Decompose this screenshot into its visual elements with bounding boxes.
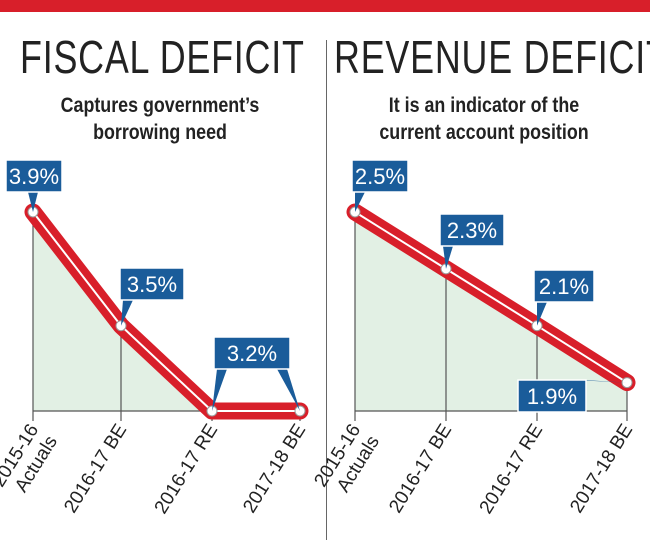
label-pointer [212, 369, 227, 411]
revenue-deficit-subtitle: It is an indicator of the current accoun… [379, 94, 589, 144]
data-label-box [439, 213, 505, 247]
data-label-box [533, 269, 595, 303]
top-red-bar [0, 0, 650, 12]
label-pointer [443, 246, 453, 269]
data-label: 2.5% [355, 164, 405, 189]
label-pointer [355, 192, 365, 212]
x-tick-label: 2015-16Actuals [310, 421, 383, 503]
x-tick-label: 2016-17 BE [385, 421, 456, 517]
label-pointer [277, 369, 300, 411]
x-tick-label: 2017-18 BE [566, 421, 637, 517]
data-label: 3.5% [127, 272, 177, 297]
data-label-box [517, 379, 587, 413]
x-tick-label: 2016-17 BE [60, 421, 131, 517]
data-label: 2.3% [447, 218, 497, 243]
revenue-deficit-title: REVENUE DEFICIT [334, 31, 650, 83]
area-fill [33, 212, 300, 411]
data-label: 3.9% [9, 164, 59, 189]
panel-divider [326, 40, 327, 540]
label-pointer [28, 192, 38, 212]
x-tick-label: 2017-18 BE [239, 421, 310, 517]
data-label-box [213, 336, 291, 370]
data-label: 3.2% [227, 341, 277, 366]
data-label-box [351, 159, 409, 193]
x-tick-label: 2016-17 RE [476, 421, 548, 518]
data-label-box [5, 159, 63, 193]
fiscal-deficit-title: FISCAL DEFICIT [20, 31, 305, 83]
series-line-inner [354, 211, 628, 384]
data-label: 1.9% [527, 384, 577, 409]
fiscal-deficit-subtitle: Captures government’s borrowing need [60, 94, 260, 144]
label-pointer [121, 300, 133, 326]
label-pointer [537, 302, 547, 326]
x-tick-label: 2015-16Actuals [0, 421, 62, 503]
data-label: 2.1% [539, 274, 589, 299]
series-line-inner [32, 211, 300, 412]
data-label-box [119, 267, 185, 301]
x-tick-label: 2016-17 RE [151, 421, 223, 518]
